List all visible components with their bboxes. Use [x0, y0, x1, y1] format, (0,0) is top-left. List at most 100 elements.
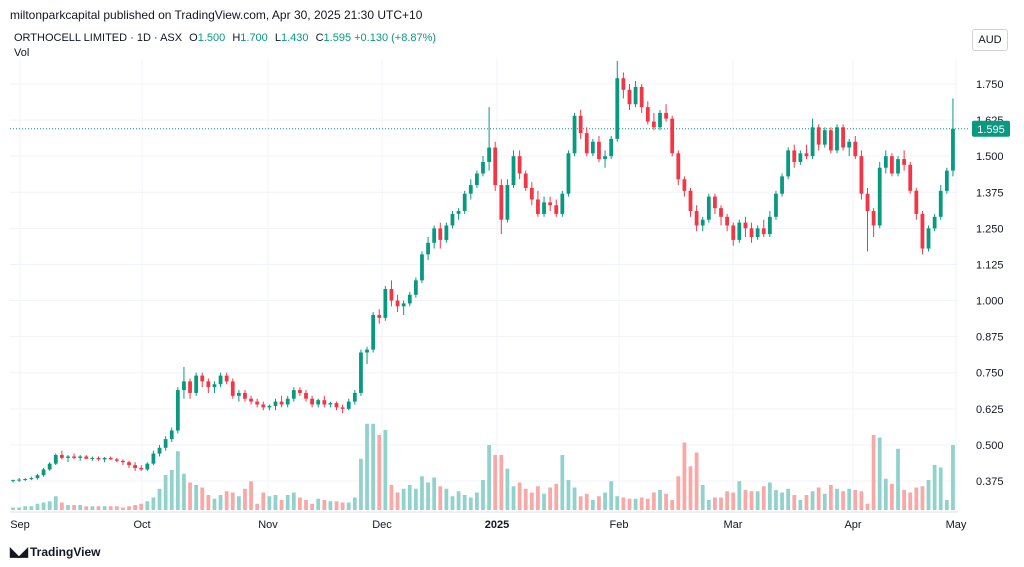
- candle-body: [767, 216, 772, 235]
- candle-body: [633, 86, 638, 105]
- volume-bar: [792, 495, 797, 510]
- volume-bar: [194, 485, 199, 510]
- volume-bar: [212, 498, 217, 510]
- volume-bar: [108, 506, 113, 510]
- candle-body: [731, 225, 736, 240]
- volume-label[interactable]: Vol: [14, 47, 30, 59]
- candle-body: [481, 161, 485, 174]
- candle-body: [365, 349, 369, 353]
- candle-body: [780, 176, 784, 194]
- candle-body: [328, 403, 333, 405]
- candle-body: [175, 390, 180, 431]
- volume-bar: [572, 487, 577, 510]
- candle-body: [529, 187, 534, 200]
- volume-bar: [883, 478, 888, 510]
- y-tick-label: 0.375: [976, 476, 1004, 488]
- candle-body: [383, 288, 388, 318]
- candle-body: [218, 375, 223, 385]
- candle-body: [407, 294, 412, 304]
- candle-body: [413, 280, 418, 295]
- volume-bar: [47, 501, 52, 510]
- volume-bar: [59, 502, 64, 510]
- volume-bar: [334, 501, 339, 510]
- candle-body: [59, 455, 64, 458]
- volume-bar: [487, 445, 491, 510]
- volume-bar: [664, 493, 668, 510]
- candle-body: [310, 398, 315, 405]
- candle-body: [853, 141, 858, 157]
- x-tick-label: Apr: [844, 519, 861, 531]
- x-tick-label: Oct: [133, 519, 150, 531]
- candle-body: [554, 205, 559, 214]
- volume-bar: [627, 498, 632, 510]
- y-tick-label: 1.250: [976, 223, 1004, 235]
- candle-body: [755, 228, 760, 238]
- candle-body: [151, 453, 156, 464]
- volume-bar: [719, 497, 723, 510]
- candle-body: [597, 141, 601, 160]
- y-tick-label: 0.625: [976, 404, 1004, 416]
- volume-bar: [951, 445, 955, 510]
- volume-bar: [560, 455, 565, 510]
- volume-bar: [877, 437, 882, 510]
- volume-bar: [645, 498, 650, 510]
- candle-body: [255, 401, 260, 405]
- volume-bar: [761, 486, 766, 510]
- candle-body: [658, 112, 662, 128]
- x-tick-label: Nov: [258, 519, 278, 531]
- close-value: 1.595: [323, 32, 352, 44]
- volume-bar: [127, 506, 131, 510]
- candle-body: [340, 407, 345, 409]
- candle-body: [395, 300, 400, 307]
- volume-bar: [224, 491, 229, 510]
- volume-bar: [377, 435, 382, 510]
- volume-bar: [90, 506, 95, 510]
- volume-bar: [755, 491, 760, 510]
- y-tick-label: 0.875: [976, 332, 1004, 344]
- volume-bar: [554, 483, 559, 510]
- symbol-name[interactable]: ORTHOCELL LIMITED · 1D · ASX: [14, 32, 183, 44]
- x-tick-label: 2025: [485, 519, 509, 531]
- volume-bar: [590, 500, 595, 510]
- volume-bar: [261, 492, 266, 510]
- currency-button[interactable]: AUD: [972, 29, 1008, 51]
- volume-bar: [182, 473, 186, 510]
- volume-bar: [542, 493, 546, 510]
- high-label: H: [232, 32, 241, 44]
- volume-bar: [236, 496, 241, 510]
- candle-body: [169, 430, 174, 440]
- volume-bar: [279, 500, 284, 510]
- candle-body: [462, 193, 467, 212]
- volume-bar: [688, 466, 693, 510]
- candle-body: [621, 78, 626, 90]
- volume-bar: [749, 491, 754, 510]
- candle-body: [822, 130, 827, 145]
- volume-bar: [694, 452, 699, 510]
- x-tick-label: May: [946, 519, 967, 531]
- candle-body: [737, 222, 742, 240]
- candle-body: [29, 478, 34, 480]
- volume-bar: [603, 492, 607, 510]
- volume-bar: [285, 495, 290, 510]
- volume-bar: [743, 490, 748, 510]
- y-tick-label: 1.500: [976, 151, 1004, 163]
- tradingview-logo[interactable]: ◣◢ TradingView: [10, 544, 100, 560]
- candle-body: [157, 447, 162, 454]
- candle-body: [517, 156, 522, 174]
- volume-bar: [597, 496, 601, 510]
- volume-bar: [822, 493, 827, 510]
- candle-body: [499, 185, 504, 220]
- volume-bar: [218, 495, 223, 510]
- volume-bar: [475, 492, 479, 510]
- tradingview-logo-icon: ◣◢: [10, 544, 28, 559]
- candle-body: [84, 456, 89, 459]
- volume-bar: [731, 492, 736, 510]
- low-value: 1.430: [280, 32, 309, 44]
- volume-bar: [536, 486, 540, 510]
- volume-bar: [163, 475, 168, 510]
- candle-body: [206, 381, 211, 388]
- candle-body: [212, 384, 217, 388]
- candle-body: [72, 456, 76, 458]
- volume-bar: [84, 506, 89, 510]
